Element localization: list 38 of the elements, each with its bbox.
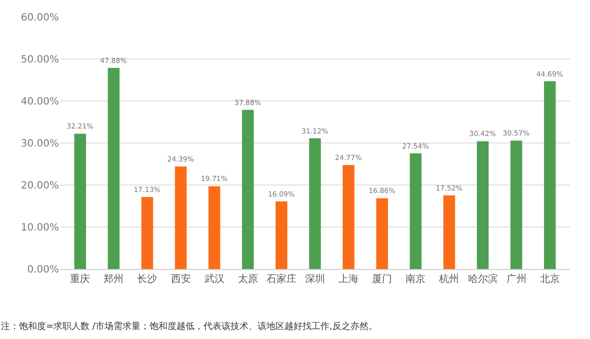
x-tick-label: 南京: [406, 273, 426, 285]
bar: [410, 153, 422, 269]
x-tick-label: 太原: [238, 273, 258, 285]
bar: [74, 134, 86, 269]
x-tick-label: 武汉: [204, 273, 224, 285]
y-tick-label: 10.00%: [20, 222, 59, 234]
y-tick-label: 0.00%: [27, 264, 59, 276]
y-tick-label: 30.00%: [20, 138, 59, 150]
bar: [443, 195, 456, 269]
bar: [476, 141, 489, 269]
bar: [309, 138, 321, 269]
bar: [376, 198, 388, 269]
x-tick-label: 哈尔滨: [468, 273, 498, 285]
x-tick-label: 长沙: [137, 273, 158, 285]
y-tick-label: 40.00%: [20, 96, 59, 108]
x-tick-label: 广州: [506, 273, 526, 285]
x-tick-label: 北京: [540, 273, 560, 285]
text: 注：饱和度=求职人数 /市场需求量；饱和度越低，代表该技术、该地区越好找工作,反之亦然。: [1, 321, 378, 332]
bar: [174, 166, 187, 269]
x-tick-label: 深圳: [305, 273, 325, 285]
bar: [108, 68, 120, 269]
x-tick-label: 重庆: [70, 273, 90, 285]
y-tick-label: 50.00%: [20, 54, 59, 66]
x-tick-label: 西安: [170, 273, 191, 285]
x-tick-label: 石家庄: [266, 273, 296, 285]
x-tick-label: 厦门: [372, 273, 392, 285]
y-tick-label: 60.00%: [20, 12, 59, 24]
bar: [276, 201, 288, 269]
y-tick-label: 20.00%: [20, 180, 59, 192]
bar: [141, 197, 154, 269]
bar: [208, 186, 220, 269]
bar: [342, 164, 354, 269]
bar: [544, 81, 556, 269]
bar: [510, 140, 522, 269]
x-tick-label: 上海: [338, 273, 359, 285]
x-tick-label: 郑州: [104, 273, 124, 285]
x-tick-label: 杭州: [438, 273, 460, 285]
bar: [242, 110, 254, 269]
